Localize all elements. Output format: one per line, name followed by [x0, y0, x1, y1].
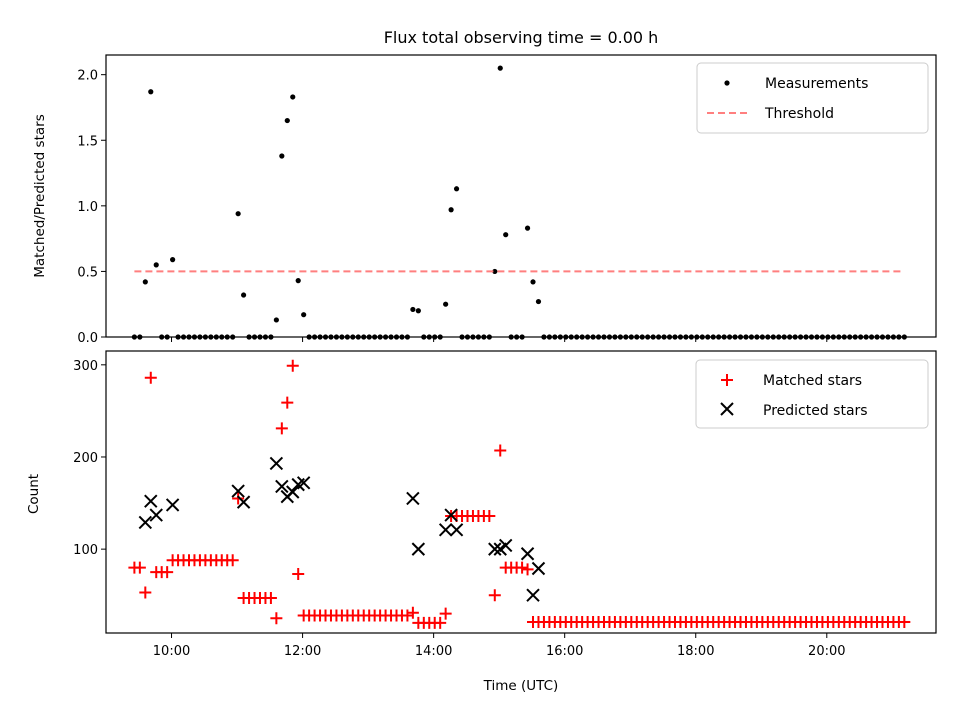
measurement-point	[290, 94, 296, 100]
predicted-stars-point	[499, 538, 513, 553]
predicted-stars-point	[449, 523, 464, 537]
predicted-stars-point	[438, 523, 453, 537]
predicted-stars-point	[531, 561, 546, 576]
measurement-point	[284, 117, 290, 124]
matched-stars-point	[494, 444, 507, 457]
measurement-point	[153, 262, 159, 268]
matched-stars-point	[139, 586, 152, 599]
x-tick-label: 12:00	[284, 644, 321, 659]
predicted-stars-point	[520, 547, 535, 561]
measurement-point	[497, 65, 503, 71]
predicted-stars-point	[296, 476, 311, 490]
matched-stars-point	[133, 561, 146, 574]
y-tick-label: 0.5	[77, 265, 98, 280]
measurement-point	[535, 298, 542, 305]
matched-stars-point	[264, 591, 277, 604]
count-legend-box	[695, 359, 929, 429]
measurement-point	[235, 211, 241, 217]
matched-stars-point	[226, 554, 239, 567]
matched-stars-point	[516, 561, 529, 574]
count-legend: Matched stars Predicted stars	[695, 359, 929, 429]
matched-stars-point	[488, 589, 501, 602]
x-axis-label: Time (UTC)	[483, 678, 559, 694]
matched-stars-point	[439, 607, 452, 620]
predicted-stars-point	[488, 542, 502, 556]
y-tick-label: 1.0	[77, 200, 98, 215]
matched-stars-point	[434, 616, 447, 629]
measurement-point	[448, 207, 454, 213]
y-tick-label: 0.0	[77, 331, 98, 346]
y-tick-label: 300	[73, 359, 98, 374]
legend-label-matched: Matched stars	[763, 373, 862, 389]
measurement-point	[410, 306, 416, 313]
y-tick-label: 1.5	[77, 134, 98, 149]
matched-stars-point	[406, 606, 419, 619]
measurement-point	[453, 186, 460, 192]
count-panel: Count Time (UTC) 100 200 300 10:00 12:00 14:0…	[26, 350, 937, 694]
ratio-y-axis-label: Matched/Predicted stars	[32, 114, 48, 277]
predicted-stars-point	[138, 515, 153, 530]
matched-stars-point	[483, 509, 496, 522]
measurement-point	[443, 301, 449, 307]
measurement-point	[301, 312, 307, 318]
predicted-stars-point	[526, 588, 540, 602]
chart-title: Flux total observing time = 0.00 h	[384, 28, 659, 47]
matched-stars-point	[281, 396, 294, 409]
measurement-point	[279, 153, 285, 159]
predicted-stars-point	[236, 495, 251, 509]
count-panel-frame	[105, 350, 937, 634]
predicted-stars-point	[149, 508, 163, 522]
legend-label-measurements: Measurements	[765, 76, 868, 92]
predicted-stars-point	[406, 491, 420, 506]
matched-stars-point	[275, 422, 288, 435]
predicted-stars-point	[444, 508, 458, 522]
matched-stars-point	[144, 371, 157, 384]
ratio-panel: Flux total observing time = 0.00 h Match…	[32, 28, 937, 346]
matched-stars-point	[292, 568, 305, 581]
matched-stars-point	[161, 566, 174, 579]
ratio-legend-box	[696, 62, 929, 134]
measurement-point	[273, 317, 279, 323]
measurement-point	[295, 278, 301, 284]
measurement-point	[530, 279, 536, 285]
matched-stars-point	[232, 492, 245, 505]
matched-stars-point	[898, 615, 911, 628]
x-tick-label: 20:00	[808, 644, 845, 659]
x-tick-label: 14:00	[415, 644, 452, 659]
y-tick-label: 2.0	[77, 69, 98, 84]
legend-marker-matched	[721, 374, 733, 386]
ratio-legend: Measurements Threshold	[696, 62, 929, 134]
measurement-point	[142, 279, 148, 285]
legend-marker-predicted	[720, 402, 734, 416]
predicted-stars-point	[144, 494, 158, 508]
predicted-stars-point	[231, 484, 245, 498]
x-tick-label: 10:00	[153, 644, 190, 659]
matched-stars-point	[270, 612, 283, 625]
matched-stars-point	[521, 563, 534, 576]
ratio-panel-frame	[105, 54, 937, 338]
measurement-point	[503, 232, 509, 238]
y-tick-label: 100	[73, 543, 98, 558]
matched-stars-point	[286, 359, 299, 372]
legend-marker-measurements	[724, 80, 730, 86]
measurement-point	[170, 257, 176, 263]
y-tick-label: 200	[73, 451, 98, 466]
measurement-point	[492, 268, 498, 275]
measurement-point	[241, 292, 247, 298]
predicted-stars-point	[165, 498, 180, 512]
x-tick-label: 18:00	[677, 644, 714, 659]
predicted-stars-point	[411, 542, 426, 556]
count-y-axis-label: Count	[26, 474, 42, 514]
legend-label-threshold: Threshold	[764, 106, 834, 122]
legend-label-predicted: Predicted stars	[763, 403, 868, 419]
matched-stars-point	[401, 609, 414, 622]
predicted-stars-point	[275, 479, 289, 494]
measurement-point	[524, 225, 531, 231]
x-tick-label: 16:00	[546, 644, 583, 659]
measurement-point	[148, 89, 154, 95]
measurement-point	[415, 308, 421, 314]
predicted-stars-point	[286, 485, 300, 499]
predicted-stars-point	[269, 456, 284, 471]
